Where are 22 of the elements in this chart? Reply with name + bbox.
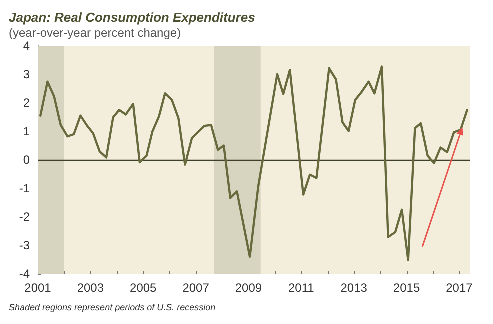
x-tick-label: 2009	[235, 281, 262, 295]
y-tick-label: 3	[23, 68, 30, 82]
x-tick-label: 2017	[446, 281, 474, 295]
y-tick-label: 4	[23, 39, 30, 53]
chart-subtitle: (year-over-year percent change)	[9, 26, 182, 40]
x-tick-label: 2001	[24, 281, 52, 295]
y-tick-label: 2	[23, 96, 30, 110]
y-tick-label: -2	[19, 210, 30, 224]
y-tick-label: -1	[19, 182, 30, 196]
x-tick-label: 2013	[340, 281, 368, 295]
line-series	[40, 66, 468, 262]
y-tick-label: -3	[19, 238, 30, 252]
x-tick-label: 2007	[182, 281, 210, 295]
x-tick-label: 2005	[130, 281, 158, 295]
x-tick-label: 2011	[288, 281, 315, 295]
x-tick-label: 2015	[393, 281, 420, 295]
text: Shaded regions represent periods of U.S. recession	[9, 302, 216, 312]
y-tick-label: 0	[23, 153, 30, 167]
y-tick-label: 1	[23, 124, 30, 138]
x-tick-label: 2003	[77, 281, 104, 295]
y-tick-label: -4	[19, 267, 30, 281]
chart-title: Japan: Real Consumption Expenditures	[9, 10, 256, 25]
